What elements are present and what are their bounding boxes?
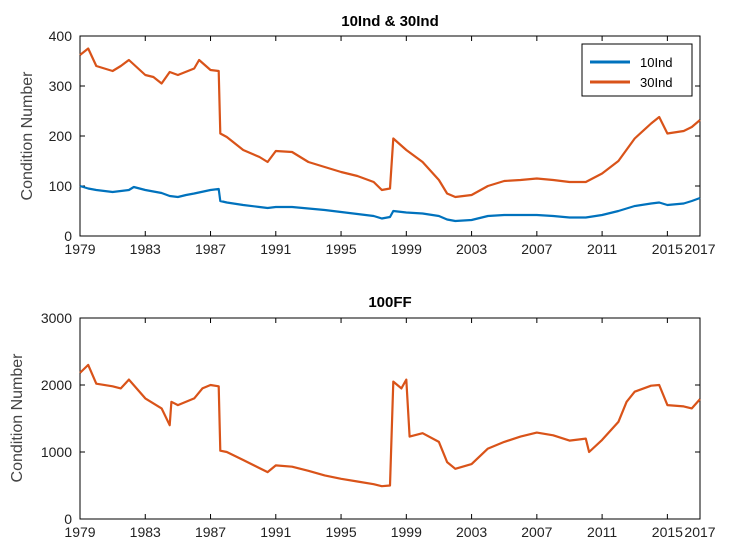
legend-label-30ind: 30Ind [640, 75, 673, 90]
x-tick-label: 1987 [195, 241, 226, 257]
y-tick-label: 400 [49, 28, 73, 44]
plot-area-bottom [79, 317, 701, 520]
x-tick-label: 2007 [521, 524, 552, 540]
chart-title-bottom: 100FF [368, 294, 411, 311]
legend-label-10ind: 10Ind [640, 55, 673, 70]
x-tick-label: 2017 [684, 241, 715, 257]
axis-ticks-top: 1979 1983 1987 1991 1995 1999 2003 2007 2011 2015… [49, 28, 716, 257]
legend-box [581, 43, 693, 97]
x-tick-label: 1991 [260, 524, 291, 540]
x-tick-label: 1999 [391, 241, 422, 257]
x-tick-label: 2011 [587, 524, 617, 540]
axis-ticks-bottom: 1979 1983 1987 1991 1995 1999 2003 2007 2011 2015… [41, 310, 716, 540]
y-tick-label: 300 [49, 78, 73, 94]
series-group-top [79, 47, 701, 223]
legend: 10Ind 30Ind [581, 43, 693, 97]
x-tick-label: 2003 [456, 524, 487, 540]
y-tick-label: 1000 [41, 444, 72, 460]
y-tick-label: 100 [49, 178, 73, 194]
y-axis-label-top: Condition Number [19, 71, 36, 201]
y-tick-label: 200 [49, 128, 73, 144]
x-tick-label: 1979 [64, 241, 95, 257]
x-tick-label: 1999 [391, 524, 422, 540]
x-tick-label: 1983 [130, 524, 161, 540]
x-tick-label: 2015 [652, 241, 683, 257]
x-tick-label: 1991 [260, 241, 291, 257]
x-tick-label: 1979 [64, 524, 95, 540]
y-tick-label: 3000 [41, 310, 72, 326]
chart-title-top: 10Ind & 30Ind [341, 13, 439, 30]
x-tick-label: 1995 [325, 241, 356, 257]
x-tick-label: 1995 [325, 524, 356, 540]
x-tick-label: 2011 [587, 241, 617, 257]
x-tick-label: 2003 [456, 241, 487, 257]
series-group-bottom [79, 363, 701, 488]
x-tick-label: 2015 [652, 524, 683, 540]
series-line-main [79, 363, 701, 488]
chart-bottom: 100FF Condition Number 1979 1983 1987 1991 1… [9, 294, 716, 540]
series-line-30ind [79, 47, 701, 199]
chart-top: 10Ind & 30Ind Condition Number 1979 1983 1… [19, 13, 716, 257]
x-tick-label: 2017 [684, 524, 715, 540]
y-tick-label: 0 [64, 511, 72, 527]
y-tick-label: 0 [64, 228, 72, 244]
series-line-10ind [79, 184, 701, 223]
x-tick-label: 1983 [130, 241, 161, 257]
y-tick-label: 2000 [41, 377, 72, 393]
x-tick-label: 2007 [521, 241, 552, 257]
x-tick-label: 1987 [195, 524, 226, 540]
y-axis-label-bottom: Condition Number [9, 353, 26, 483]
